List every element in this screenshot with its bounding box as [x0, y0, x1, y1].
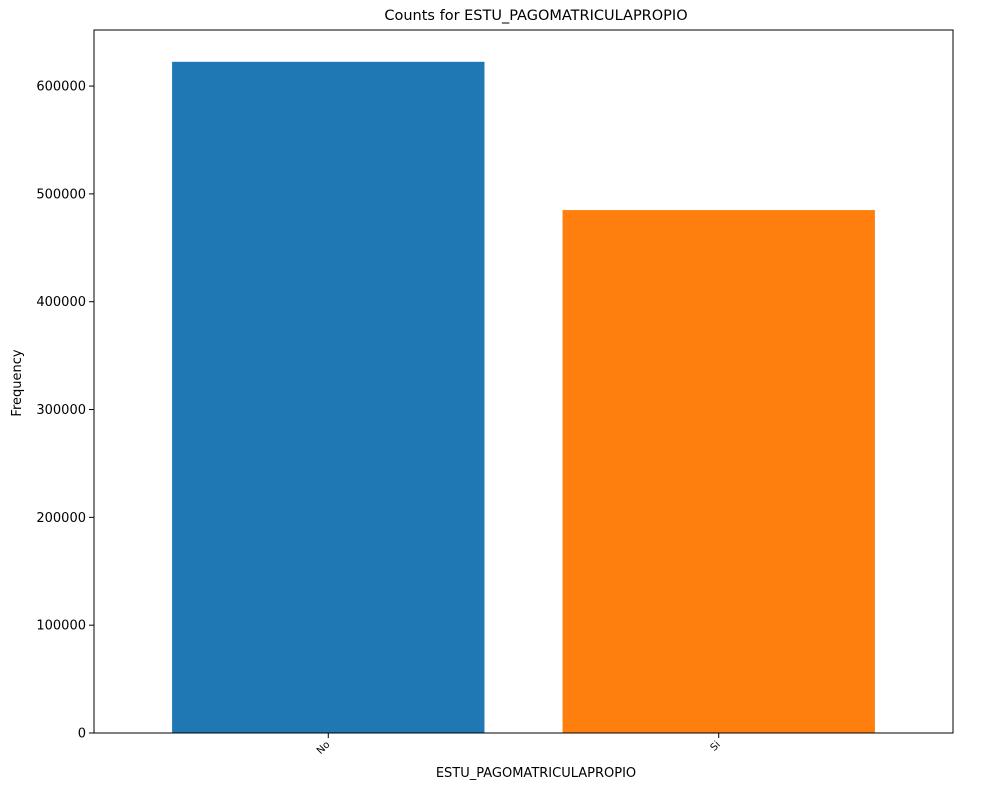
bar-si: [562, 210, 875, 734]
chart-title: Counts for ESTU_PAGOMATRICULAPROPIO: [384, 8, 687, 24]
y-axis: 0 100000 200000 300000 400000 500000 600000: [36, 80, 94, 742]
y-tick-label: 600000: [36, 80, 86, 95]
plot-frame: [93, 29, 954, 734]
y-tick-label: 0: [78, 727, 86, 742]
x-tick-label: Si: [709, 739, 723, 753]
bar-no: [172, 61, 485, 734]
bars-group: [172, 61, 875, 734]
y-tick-label: 400000: [36, 295, 86, 310]
y-tick-label: 200000: [36, 511, 86, 526]
y-tick-label: 100000: [36, 619, 86, 634]
x-axis: No Si: [315, 733, 723, 757]
y-tick-label: 500000: [36, 187, 86, 202]
y-axis-title: Frequency: [10, 349, 25, 416]
x-axis-title: ESTU_PAGOMATRICULAPROPIO: [436, 766, 636, 781]
x-tick-label: No: [315, 739, 332, 756]
y-tick-label: 300000: [36, 403, 86, 418]
